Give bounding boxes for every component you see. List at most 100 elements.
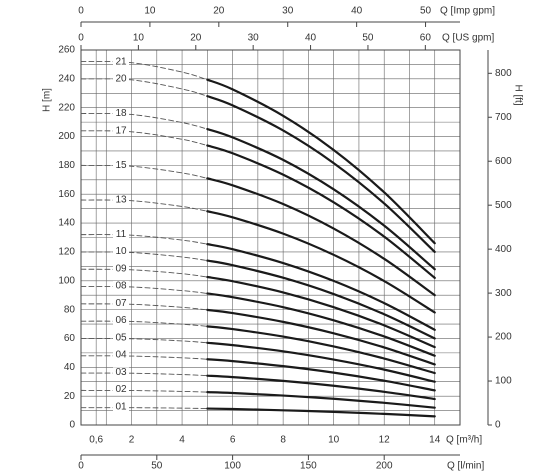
curve-label: 13 bbox=[115, 194, 127, 205]
x-tick-label: 8 bbox=[280, 435, 286, 446]
curve-label-bg bbox=[113, 229, 129, 240]
curve-dashed bbox=[80, 234, 208, 245]
curve-solid bbox=[206, 259, 436, 340]
curve-dashed bbox=[80, 164, 208, 179]
curve-label: 11 bbox=[116, 229, 127, 240]
x-tick-label: 12 bbox=[379, 435, 391, 446]
curve-label-bg bbox=[113, 246, 129, 257]
flow-axis-tick-label: 150 bbox=[300, 461, 317, 472]
y2-tick-label: 800 bbox=[495, 68, 512, 79]
y2-tick-label: 100 bbox=[495, 376, 512, 387]
y-tick-label: 240 bbox=[58, 73, 75, 84]
y-tick-label: 120 bbox=[58, 247, 75, 258]
curve-solid bbox=[206, 374, 436, 401]
y-tick-label: 180 bbox=[58, 160, 75, 171]
curve-solid bbox=[206, 308, 436, 366]
curve-label: 10 bbox=[115, 246, 127, 257]
curve-solid bbox=[206, 127, 436, 271]
curve-label-bg bbox=[113, 367, 129, 378]
curve-dashed bbox=[80, 355, 208, 360]
y2-tick-label: 400 bbox=[495, 244, 512, 255]
curve-solid bbox=[206, 177, 436, 297]
curve-label-bg bbox=[113, 56, 129, 67]
flow-axis-tick-label: 50 bbox=[420, 6, 432, 17]
y-tick-label: 140 bbox=[58, 218, 75, 229]
curve-solid bbox=[206, 292, 436, 357]
flow-axis-tick-label: 0 bbox=[78, 33, 84, 44]
curve-label: 09 bbox=[115, 263, 127, 274]
curve-dashed bbox=[80, 286, 208, 294]
y2-tick-label: 700 bbox=[495, 112, 512, 123]
flow-axis-tick-label: 50 bbox=[362, 33, 374, 44]
curve-solid bbox=[206, 407, 436, 418]
y-tick-label: 80 bbox=[64, 304, 76, 315]
y-tick-label: 40 bbox=[64, 362, 76, 373]
flow-axis-tick-label: 0 bbox=[78, 6, 84, 17]
y-tick-label: 0 bbox=[69, 420, 75, 431]
curve-label: 01 bbox=[115, 401, 127, 412]
curve-label: 21 bbox=[115, 56, 127, 67]
flow-axis-tick-label: 200 bbox=[376, 461, 393, 472]
y-tick-label: 60 bbox=[64, 333, 76, 344]
curve-label: 15 bbox=[115, 160, 127, 171]
x-tick-label: 6 bbox=[230, 435, 236, 446]
flow-axis-tick-label: 10 bbox=[133, 33, 145, 44]
curve-solid bbox=[206, 341, 436, 383]
curve-dashed bbox=[80, 251, 208, 262]
flow-axis-tick-label: 0 bbox=[78, 461, 84, 472]
curve-label: 08 bbox=[115, 281, 127, 292]
x-axis-title: Q [m³/h] bbox=[446, 435, 482, 446]
y2-tick-label: 500 bbox=[495, 200, 512, 211]
curve-label-bg bbox=[113, 401, 129, 412]
y-tick-label: 260 bbox=[58, 45, 75, 56]
curve-dashed bbox=[80, 407, 208, 410]
curve-solid bbox=[206, 78, 436, 245]
curve-label: 18 bbox=[115, 108, 127, 119]
y-tick-label: 160 bbox=[58, 189, 75, 200]
curve-label-bg bbox=[113, 280, 129, 291]
curve-label: 02 bbox=[115, 384, 127, 395]
curve-label-bg bbox=[113, 160, 129, 171]
curve-solid bbox=[206, 358, 436, 392]
curve-label-bg bbox=[113, 108, 129, 119]
curve-solid bbox=[206, 275, 436, 349]
y-tick-label: 200 bbox=[58, 131, 75, 142]
curve-solid bbox=[206, 243, 436, 331]
y2-axis-title: H [ft] bbox=[512, 84, 523, 105]
y-tick-label: 100 bbox=[58, 275, 75, 286]
flow-axis-tick-label: 100 bbox=[224, 461, 241, 472]
y2-tick-label: 600 bbox=[495, 156, 512, 167]
flow-axis-tick-label: 10 bbox=[144, 6, 156, 17]
flow-axis-tick-label: 30 bbox=[248, 33, 260, 44]
curve-dashed bbox=[80, 389, 208, 393]
curve-label: 07 bbox=[115, 298, 127, 309]
y-tick-label: 220 bbox=[58, 102, 75, 113]
curve-dashed bbox=[80, 199, 208, 212]
curve-solid bbox=[206, 210, 436, 314]
y2-tick-label: 0 bbox=[495, 420, 501, 431]
curve-label: 05 bbox=[115, 332, 127, 343]
curve-dashed bbox=[80, 320, 208, 327]
x-tick-label: 2 bbox=[129, 435, 135, 446]
x-tick-label: 4 bbox=[179, 435, 185, 446]
curve-dashed bbox=[80, 113, 208, 130]
y-tick-label: 20 bbox=[64, 391, 76, 402]
curve-label: 20 bbox=[115, 73, 127, 84]
flow-axis-tick-label: 40 bbox=[351, 6, 363, 17]
y-axis-title: H [m] bbox=[42, 88, 53, 112]
y2-tick-label: 300 bbox=[495, 288, 512, 299]
curve-label-bg bbox=[113, 350, 129, 361]
curve-label-bg bbox=[113, 194, 129, 205]
y2-tick-label: 200 bbox=[495, 332, 512, 343]
flow-axis-tick-label: 20 bbox=[213, 6, 225, 17]
x-tick-label: 14 bbox=[429, 435, 441, 446]
curve-label: 03 bbox=[115, 367, 127, 378]
x-tick-label: 0,6 bbox=[89, 435, 103, 446]
curve-label-bg bbox=[113, 384, 129, 395]
flow-axis-title: Q [Imp gpm] bbox=[440, 6, 495, 17]
curve-solid bbox=[206, 325, 436, 375]
flow-axis-title: Q [l/min] bbox=[447, 461, 484, 472]
curve-solid bbox=[206, 144, 436, 279]
